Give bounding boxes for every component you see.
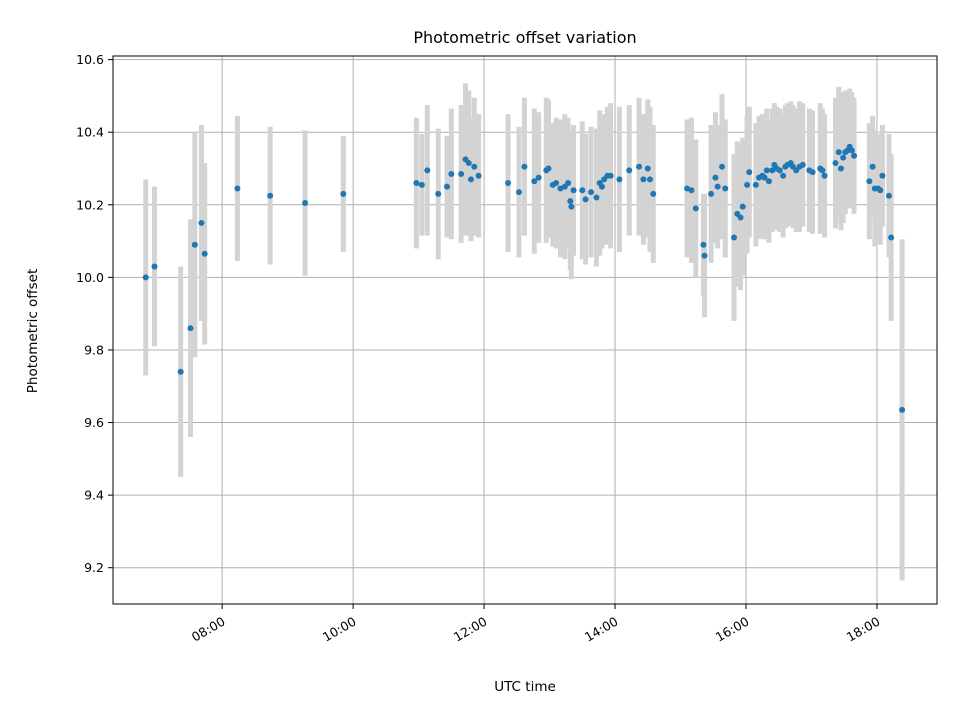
data-point — [646, 176, 653, 183]
data-point — [866, 178, 873, 185]
data-points — [142, 143, 906, 413]
y-tick-label: 9.8 — [84, 342, 104, 357]
data-point — [443, 183, 450, 190]
data-point — [636, 163, 643, 170]
data-point — [763, 167, 770, 174]
y-tick-label: 10.4 — [76, 125, 104, 140]
data-point — [708, 190, 715, 197]
data-point — [776, 167, 783, 174]
data-point — [588, 189, 595, 196]
data-point — [598, 183, 605, 190]
data-point — [545, 165, 552, 172]
data-point — [712, 174, 719, 181]
data-point — [837, 165, 844, 172]
data-point — [821, 172, 828, 179]
data-point — [531, 178, 538, 185]
data-point — [746, 169, 753, 176]
data-point — [714, 183, 721, 190]
data-point — [198, 219, 205, 226]
data-point — [899, 406, 906, 413]
y-axis-ticks: 9.2 9.4 9.6 9.8 10.0 10.2 10.4 10.6 — [76, 52, 113, 575]
data-point — [413, 180, 420, 187]
data-point — [475, 172, 482, 179]
y-tick-label: 9.2 — [84, 560, 104, 575]
data-point — [840, 154, 847, 161]
data-point — [799, 161, 806, 168]
data-point — [851, 152, 858, 159]
data-point — [570, 187, 577, 194]
data-point — [191, 241, 198, 248]
data-point — [869, 163, 876, 170]
data-point — [832, 160, 839, 167]
data-point — [731, 234, 738, 241]
data-point — [765, 178, 772, 185]
data-point — [467, 176, 474, 183]
data-point — [302, 199, 309, 206]
data-point — [565, 180, 572, 187]
data-point — [744, 181, 751, 188]
data-point — [515, 189, 522, 196]
data-point — [201, 250, 208, 257]
data-point — [234, 185, 241, 192]
data-point — [644, 165, 651, 172]
data-point — [553, 180, 560, 187]
y-tick-label: 10.0 — [76, 270, 104, 285]
data-point — [718, 163, 725, 170]
y-tick-label: 9.4 — [84, 488, 104, 503]
data-point — [692, 205, 699, 212]
data-point — [607, 172, 614, 179]
data-point — [737, 214, 744, 221]
data-point — [626, 167, 633, 174]
data-point — [700, 241, 707, 248]
data-point — [267, 192, 274, 199]
data-point — [835, 149, 842, 156]
y-tick-label: 9.6 — [84, 415, 104, 430]
y-tick-label: 10.6 — [76, 52, 104, 67]
data-point — [177, 368, 184, 375]
data-point — [535, 174, 542, 181]
data-point — [471, 163, 478, 170]
data-point — [142, 274, 149, 281]
data-point — [780, 172, 787, 179]
data-point — [752, 181, 759, 188]
data-point — [418, 181, 425, 188]
data-point — [458, 170, 465, 177]
data-point — [448, 170, 455, 177]
data-point — [567, 198, 574, 205]
chart-grid — [113, 56, 937, 604]
data-point — [616, 176, 623, 183]
data-point — [424, 167, 431, 174]
data-point — [505, 180, 512, 187]
data-point — [640, 176, 647, 183]
data-point — [582, 196, 589, 203]
data-point — [848, 147, 855, 154]
data-point — [739, 203, 746, 210]
data-point — [877, 187, 884, 194]
data-point — [888, 234, 895, 241]
data-point — [340, 190, 347, 197]
data-point — [701, 252, 708, 259]
data-point — [688, 187, 695, 194]
data-point — [465, 160, 472, 167]
data-point — [885, 192, 892, 199]
data-point — [435, 190, 442, 197]
y-tick-label: 10.2 — [76, 197, 104, 212]
data-point — [650, 190, 657, 197]
data-point — [521, 163, 528, 170]
data-point — [809, 169, 816, 176]
x-axis-label: UTC time — [494, 679, 556, 695]
data-point — [879, 172, 886, 179]
data-point — [568, 203, 575, 210]
data-point — [187, 325, 194, 332]
data-point — [819, 167, 826, 174]
plot-frame — [112, 55, 938, 605]
y-axis-label: Photometric offset — [25, 269, 41, 393]
chart-title: Photometric offset variation — [413, 28, 636, 47]
data-point — [579, 187, 586, 194]
data-point — [722, 185, 729, 192]
data-point — [761, 174, 768, 181]
data-point — [593, 194, 600, 201]
data-point — [151, 263, 158, 270]
